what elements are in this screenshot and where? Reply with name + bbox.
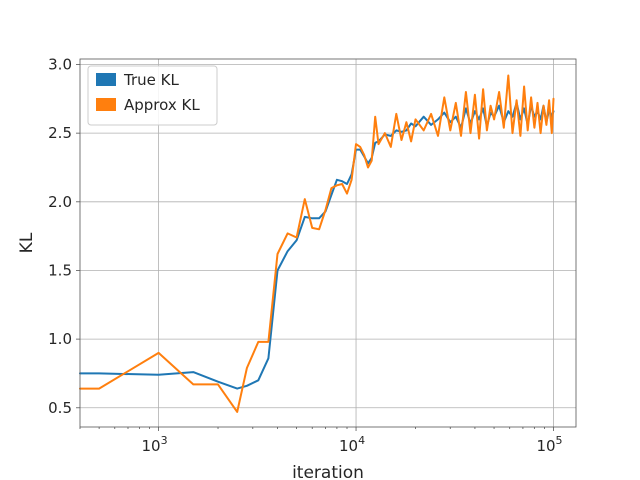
y-tick-label: 2.0 xyxy=(48,193,72,211)
x-tick-label: 104 xyxy=(339,434,365,455)
y-tick-label: 2.5 xyxy=(48,124,72,142)
legend-swatch xyxy=(96,73,116,86)
y-tick-label: 0.5 xyxy=(48,399,72,417)
legend-swatch xyxy=(96,98,116,111)
legend-box xyxy=(87,65,218,126)
y-tick-label: 3.0 xyxy=(48,55,72,73)
series-line-approx-kl xyxy=(79,74,555,413)
y-tick-label: 1.5 xyxy=(48,261,72,279)
minor-ticks xyxy=(79,427,545,429)
series-line-true-kl xyxy=(79,101,555,390)
x-tick-label: 103 xyxy=(142,434,168,455)
legend-label: Approx KL xyxy=(124,96,200,114)
x-axis-ticks: 103 104 105 xyxy=(142,427,563,455)
plot-frame xyxy=(79,58,577,428)
x-axis-title: iteration xyxy=(292,463,364,480)
y-axis-ticks: 0.5 1.0 1.5 2.0 2.5 3.0 xyxy=(48,55,80,417)
legend: True KL Approx KL xyxy=(87,65,218,126)
legend-label: True KL xyxy=(123,71,179,89)
grid-lines xyxy=(80,59,576,427)
plot-lines xyxy=(79,74,555,413)
y-axis-title: KL xyxy=(17,232,37,253)
x-tick-label: 105 xyxy=(536,434,562,455)
y-tick-label: 1.0 xyxy=(48,330,72,348)
